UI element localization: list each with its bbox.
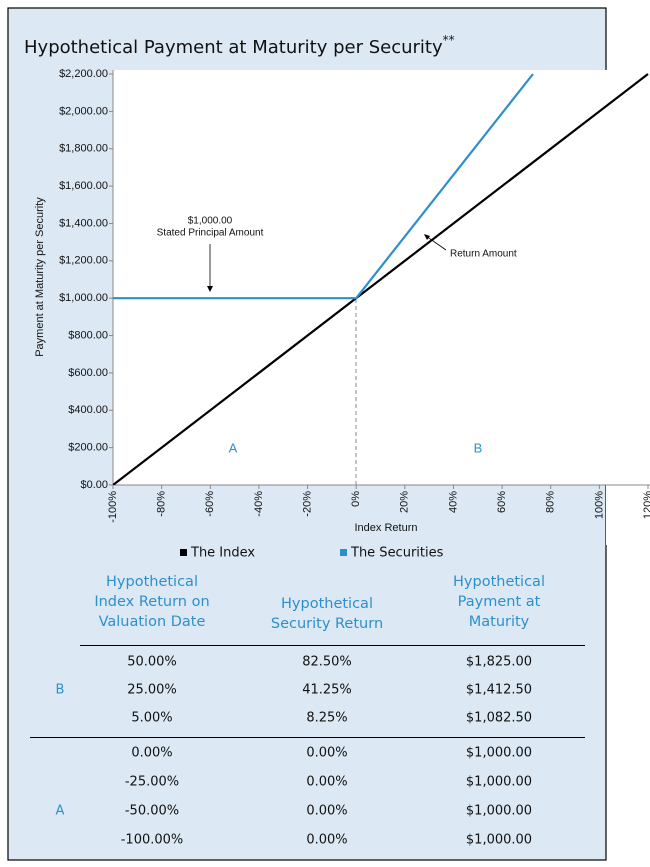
x-tick-label: -80%	[156, 491, 168, 517]
legend-swatch	[340, 549, 347, 556]
x-tick-label: -100%	[107, 491, 119, 523]
legend: The Index The Securities	[180, 546, 444, 561]
x-tick-label: 80%	[545, 491, 557, 513]
x-axis-label: Index Return	[355, 522, 418, 534]
annotation: Return Amount	[450, 249, 517, 260]
x-tick-label: -20%	[301, 491, 313, 517]
lines	[113, 73, 649, 485]
table-cell: 0.00%	[306, 832, 348, 848]
y-tick-label: $800.00	[68, 329, 108, 341]
x-tick-label: 100%	[593, 491, 605, 519]
legend-label: The Index	[190, 546, 255, 561]
y-tick-label: $400.00	[68, 404, 108, 416]
rule	[30, 737, 585, 738]
table-cell: $1,000.00	[465, 832, 533, 848]
group-label: A	[55, 803, 65, 819]
table-cell: 0.00%	[306, 745, 348, 761]
group-label: B	[55, 682, 65, 698]
x-tick-label: 120%	[642, 491, 650, 519]
table-cell: -50.00%	[124, 803, 180, 819]
table-cell: $1,825.00	[465, 654, 533, 670]
chart-title: Hypothetical Payment at Maturity per Sec…	[24, 33, 455, 59]
x-tick-label: 20%	[399, 491, 411, 513]
table-cell: 0.00%	[131, 745, 173, 761]
table-cell: $1,000.00	[465, 745, 533, 761]
y-tick-label: $1,800.00	[59, 143, 108, 155]
region-label: B	[474, 440, 483, 455]
y-tick-label: $2,000.00	[59, 105, 108, 117]
title-text: Hypothetical Payment at Maturity per Sec…	[24, 37, 443, 58]
series-line	[113, 73, 534, 300]
table-cell: $1,000.00	[465, 774, 533, 790]
table-cell: 41.25%	[302, 682, 352, 698]
y-tick-label: $1,600.00	[59, 180, 108, 192]
annotation: Stated Principal Amount	[157, 228, 264, 239]
table-cell: 25.00%	[127, 682, 177, 698]
y-tick-label: $1,000.00	[59, 292, 108, 304]
table-cell: -100.00%	[120, 832, 184, 848]
table-cell: 5.00%	[131, 710, 173, 726]
rule	[80, 645, 585, 646]
y-tick-label: $1,200.00	[59, 255, 108, 267]
title-mark: **	[443, 33, 455, 47]
y-tick-label: $600.00	[68, 367, 108, 379]
table-cell: $1,082.50	[465, 710, 533, 726]
x-tick-label: -40%	[253, 491, 265, 517]
column-header: Hypothetical Security Return	[270, 596, 384, 632]
column-header: Hypothetical Payment at Maturity	[453, 574, 545, 630]
region-label: A	[229, 440, 238, 455]
annotation-arrow	[425, 235, 447, 251]
x-tick-label: 60%	[496, 491, 508, 513]
y-tick-label: $0.00	[80, 479, 108, 491]
x-tick-label: -60%	[204, 491, 216, 517]
table-cell: 0.00%	[306, 774, 348, 790]
table-cell: $1,412.50	[465, 682, 533, 698]
table-cell: 0.00%	[306, 803, 348, 819]
legend-label: The Securities	[350, 546, 444, 561]
y-tick-label: $1,400.00	[59, 217, 108, 229]
x-tick-label: 0%	[350, 491, 362, 507]
arrow-head	[207, 286, 213, 292]
plot-overflow	[606, 95, 650, 545]
legend-swatch	[180, 549, 187, 556]
table-cell: 82.50%	[302, 654, 352, 670]
x-tick-label: 40%	[447, 491, 459, 513]
annotation: $1,000.00	[188, 216, 233, 227]
column-header: Hypothetical Index Return on Valuation D…	[94, 574, 210, 630]
table-cell: -25.00%	[124, 774, 180, 790]
y-tick-label: $200.00	[68, 442, 108, 454]
y-axis-label: Payment at Maturity per Security	[34, 197, 46, 357]
table-cell: $1,000.00	[465, 803, 533, 819]
arrow-head	[424, 234, 430, 240]
table-cell: 8.25%	[306, 710, 348, 726]
y-tick-label: $2,200.00	[59, 68, 108, 80]
table-cell: 50.00%	[127, 654, 177, 670]
